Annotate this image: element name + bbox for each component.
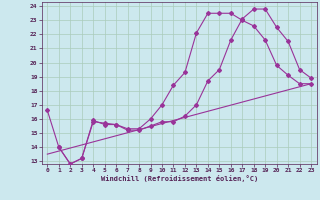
X-axis label: Windchill (Refroidissement éolien,°C): Windchill (Refroidissement éolien,°C) xyxy=(100,175,258,182)
